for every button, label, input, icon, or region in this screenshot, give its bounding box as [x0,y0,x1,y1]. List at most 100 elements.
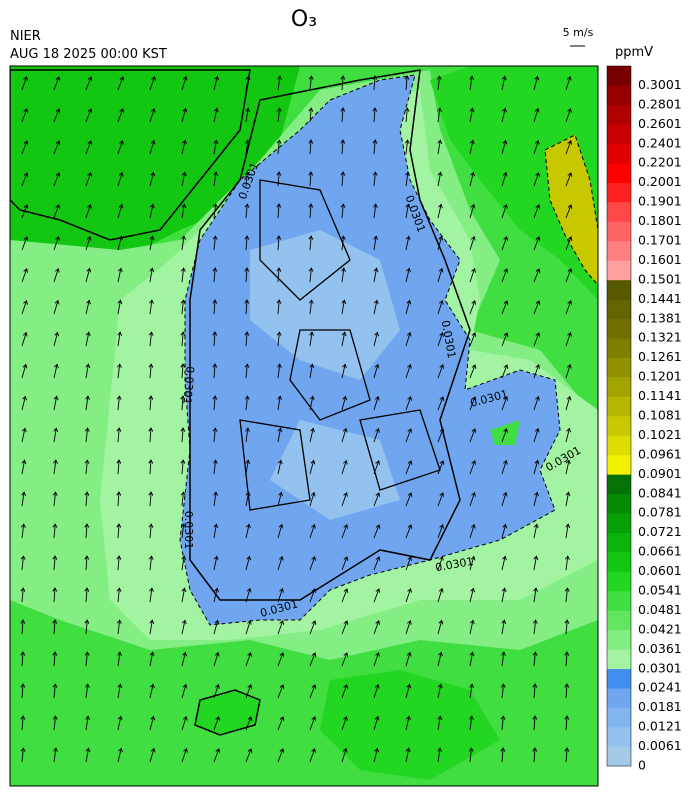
wind-arrow [437,524,444,539]
colorbar-tick-label: 0.1381 [638,310,682,325]
wind-arrow [53,204,61,219]
wind-arrow [372,139,378,155]
wind-arrow [148,459,154,475]
wind-arrow [405,235,411,251]
wind-arrow [181,651,188,667]
wind-arrow [116,523,122,539]
wind-arrow [276,235,282,251]
wind-arrow [501,364,509,379]
wind-arrow [116,619,122,635]
wind-arrow [533,75,540,91]
wind-arrow [533,555,539,571]
wind-arrow [244,235,250,251]
wind-arrow [213,491,218,507]
colorbar-tick-label: 0.0121 [638,719,682,734]
wind-arrow [85,171,92,187]
wind-arrow [309,588,317,603]
wind-arrow [309,620,317,635]
wind-arrow [437,235,444,251]
wind-arrow [564,715,570,731]
wind-arrow [21,236,29,251]
wind-arrow [564,555,570,571]
wind-arrow [21,140,29,155]
wind-arrow [181,203,187,219]
colorbar: 0 0.0061 0.0121 0.0181 0.0241 0.0301 0.0361 0.0… [606,65,682,773]
wind-arrow [117,203,124,219]
wind-arrow [149,587,154,603]
wind-arrow [372,203,378,219]
wind-arrow [181,555,187,571]
wind-arrow [501,459,508,475]
wind-arrow [564,587,570,603]
wind-arrow [181,747,188,763]
wind-arrow [405,460,413,475]
wind-arrow [469,267,476,283]
lowest-ozone-area [250,230,400,520]
wind-arrow [341,395,348,411]
colorbar-tick-label: 0.0661 [638,544,682,559]
wind-arrow [181,139,187,155]
wind-arrow [21,363,28,379]
wind-arrow [533,204,541,219]
wind-arrow [373,395,380,411]
wind-arrow [117,651,122,667]
colorbar-label: ppmV [615,45,653,60]
wind-arrow [180,299,186,315]
wind-arrow [308,299,314,315]
wind-arrow [309,555,316,571]
wind-arrow [276,331,282,347]
colorbar-tick-label: 0.1901 [638,194,682,209]
wind-arrow [437,651,443,667]
wind-arrow [244,331,250,347]
wind-arrow [437,107,442,123]
wind-arrow [532,715,538,731]
wind-arrow [277,587,284,603]
wind-arrow [213,587,219,603]
wind-arrow [437,492,445,507]
wind-arrow [181,171,187,187]
colorbar-tick-label: 0.0601 [638,563,682,578]
wind-arrow [437,203,443,219]
wind-arrow [437,747,442,763]
map-frame [9,65,599,787]
wind-arrow [212,395,218,411]
wind-arrow [340,171,346,187]
wind-arrow [469,428,477,443]
wind-arrow [500,715,506,731]
wind-arrow [500,747,506,763]
colorbar-tick-label: 0.1081 [638,408,682,423]
wind-arrow [277,555,284,571]
wind-arrow [117,139,124,155]
high-ozone-area [544,134,598,286]
colorbar-tick-label: 0.0721 [638,524,682,539]
wind-arrow [277,748,285,763]
wind-arrow [340,107,346,123]
wind-arrow [245,587,252,603]
wind-arrow [341,491,348,507]
wind-arrow [405,203,411,219]
wind-arrow [85,747,91,763]
wind-arrow [20,651,26,667]
wind-arrow [564,651,570,667]
colorbar-box [607,629,631,650]
wind-arrow [84,619,90,635]
wind-arrow [21,204,29,219]
wind-arrow [20,523,26,539]
wind-arrow [149,747,156,763]
wind-arrow [212,235,218,251]
wind-arrow [245,139,250,155]
wind-arrow [468,715,474,731]
wind-arrow [53,459,58,475]
wind-arrow [404,75,410,91]
wind-arrow [468,747,474,763]
wind-arrow [533,459,540,475]
wind-arrow [437,299,444,315]
wind-arrow [309,363,315,379]
wind-arrow [565,491,571,507]
colorbar-box [607,552,631,572]
wind-arrow [53,76,61,91]
wind-arrow [84,523,90,539]
wind-arrow [277,427,283,443]
wind-arrow [372,107,378,123]
wind-arrow [501,587,507,603]
